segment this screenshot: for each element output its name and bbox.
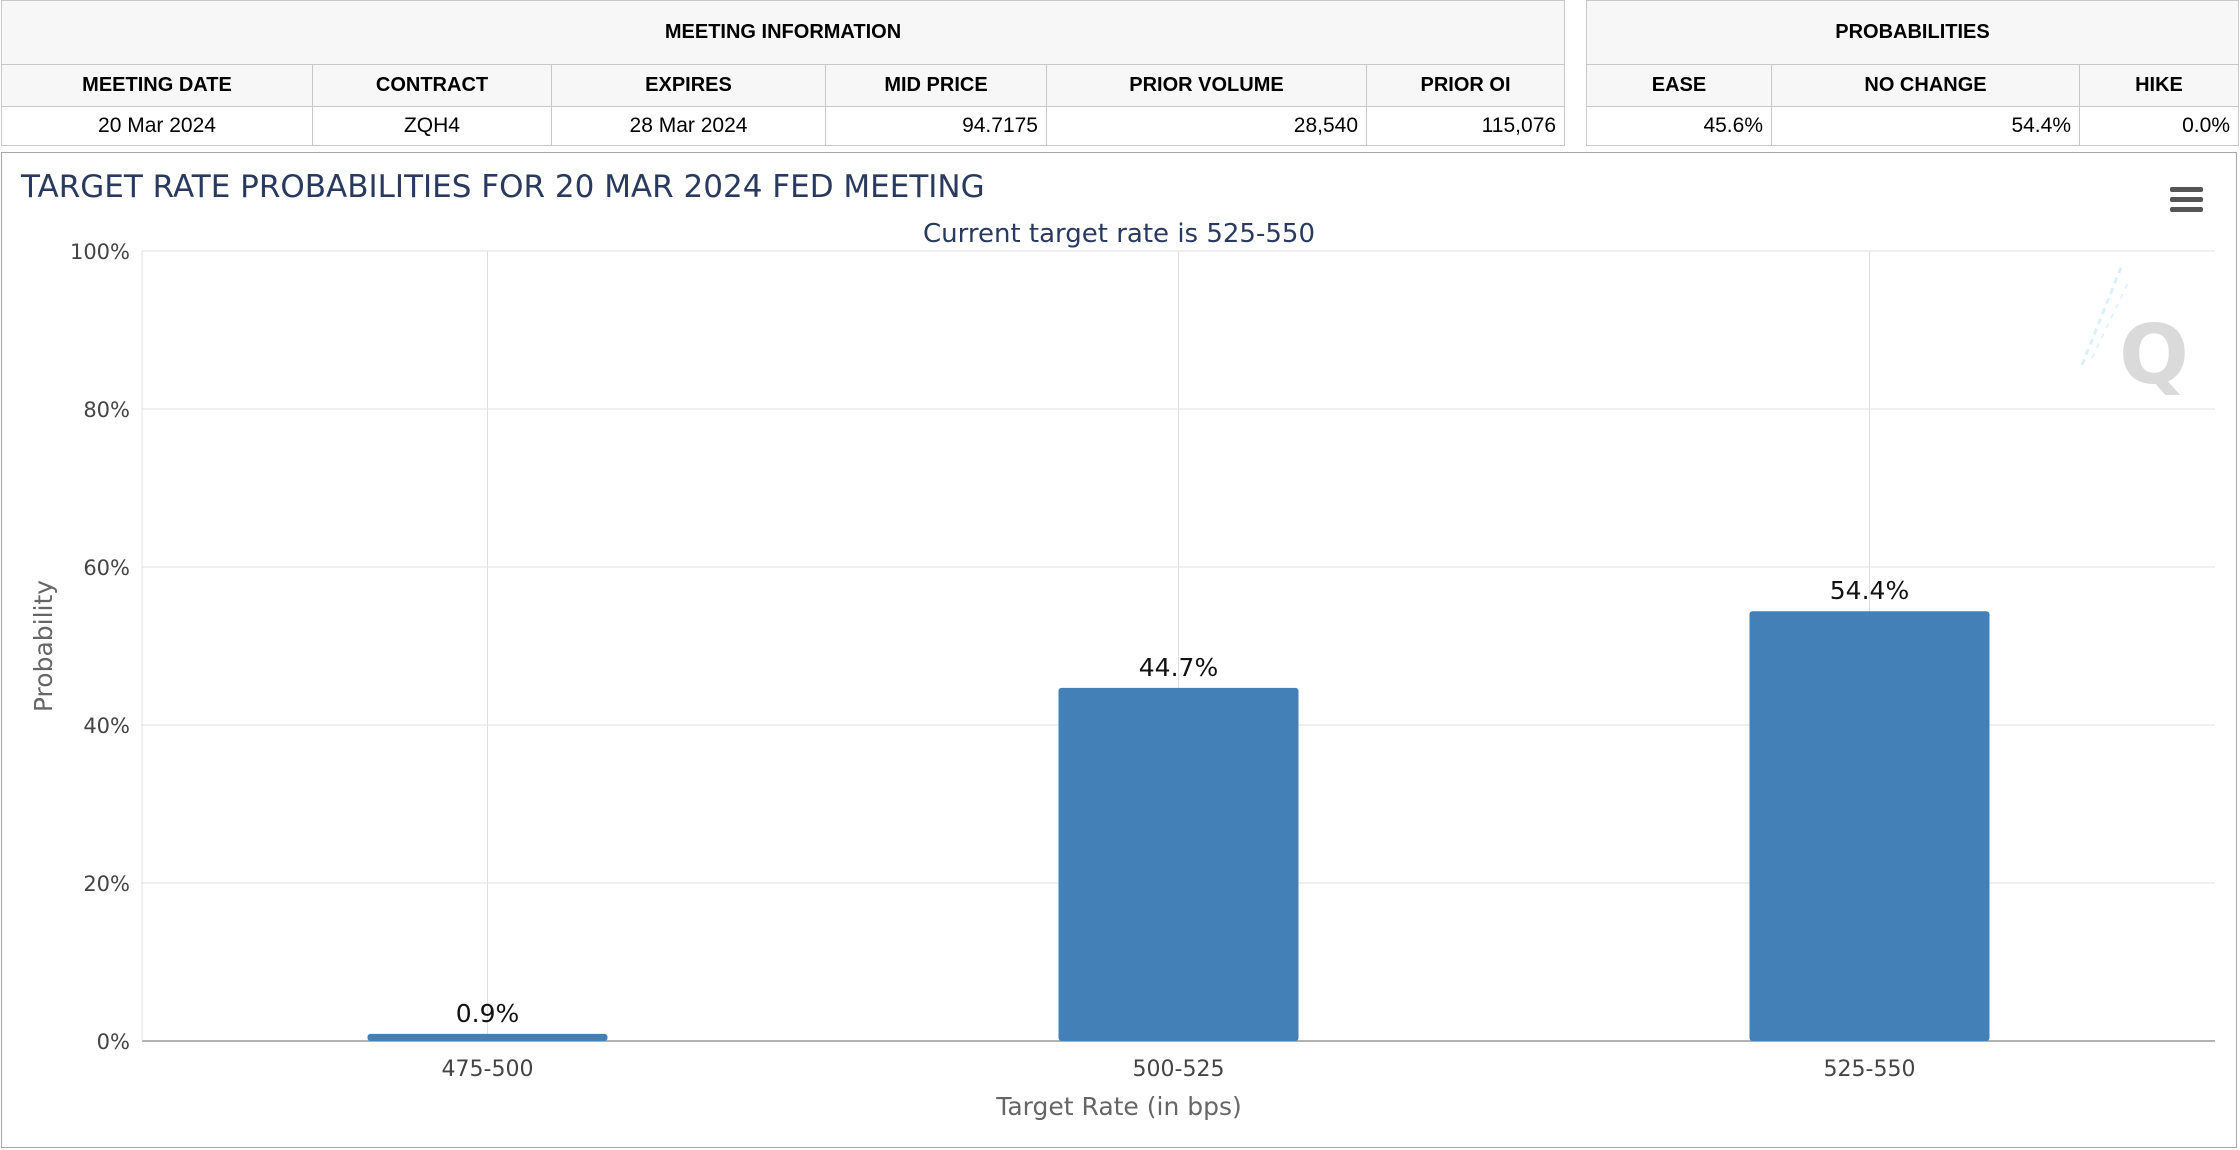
y-tick-label: 40%	[83, 714, 130, 738]
y-axis-label: Probability	[29, 580, 58, 712]
y-tick-label: 20%	[83, 872, 130, 896]
y-tick-label: 60%	[83, 556, 130, 580]
header-contract: CONTRACT	[312, 64, 552, 107]
probabilities-table: PROBABILITIES EASE NO CHANGE HIKE 45.6% …	[1586, 0, 2239, 146]
bar-chart: TARGET RATE PROBABILITIES FOR 20 MAR 202…	[20, 169, 2215, 1121]
chart-subtitle: Current target rate is 525-550	[923, 219, 1315, 249]
meeting-info-table: MEETING INFORMATION MEETING DATE CONTRAC…	[0, 0, 1566, 146]
data-label: 44.7%	[1139, 653, 1218, 682]
header-ease: EASE	[1586, 64, 1772, 107]
chart-title: TARGET RATE PROBABILITIES FOR 20 MAR 202…	[20, 169, 985, 205]
data-labels: 0.9% 44.7% 54.4%	[456, 576, 1909, 1028]
cell-meeting-date: 20 Mar 2024	[1, 106, 313, 146]
data-label: 54.4%	[1830, 576, 1909, 605]
probabilities-row: 45.6% 54.4% 0.0%	[1586, 106, 2239, 146]
cell-contract: ZQH4	[312, 106, 552, 146]
chart-panel: TARGET RATE PROBABILITIES FOR 20 MAR 202…	[1, 152, 2237, 1148]
bar-475-500[interactable]	[367, 1033, 608, 1041]
meeting-info-row: 20 Mar 2024 ZQH4 28 Mar 2024 94.7175 28,…	[1, 106, 1566, 146]
svg-text:Q: Q	[2119, 308, 2189, 403]
header-expires: EXPIRES	[551, 64, 826, 107]
bar-500-525[interactable]	[1058, 687, 1299, 1041]
x-axis-ticks: 475-500 500-525 525-550	[442, 1057, 1916, 1082]
header-no-change: NO CHANGE	[1771, 64, 2080, 107]
data-label: 0.9%	[456, 999, 520, 1028]
cell-no-change: 54.4%	[1771, 106, 2080, 146]
bars	[367, 611, 1990, 1041]
header-meeting-date: MEETING DATE	[1, 64, 313, 107]
y-tick-label: 0%	[97, 1030, 130, 1054]
meeting-info-title: MEETING INFORMATION	[0, 0, 1566, 65]
cell-hike: 0.0%	[2079, 106, 2239, 146]
header-mid-price: MID PRICE	[825, 64, 1047, 107]
y-axis-ticks: 0% 20% 40% 60% 80% 100%	[70, 240, 130, 1054]
cell-mid-price: 94.7175	[825, 106, 1047, 146]
hamburger-menu-icon[interactable]	[2162, 183, 2210, 223]
bar-525-550[interactable]	[1749, 611, 1990, 1041]
cell-prior-volume: 28,540	[1046, 106, 1367, 146]
y-tick-label: 80%	[83, 398, 130, 422]
header-hike: HIKE	[2079, 64, 2239, 107]
cell-ease: 45.6%	[1586, 106, 1772, 146]
y-tick-label: 100%	[70, 240, 130, 264]
x-axis-label: Target Rate (in bps)	[995, 1092, 1242, 1121]
x-tick-label: 475-500	[442, 1057, 534, 1082]
x-tick-label: 525-550	[1824, 1057, 1916, 1082]
probabilities-title: PROBABILITIES	[1586, 0, 2239, 65]
header-prior-oi: PRIOR OI	[1365, 64, 1566, 107]
q-logo-watermark: Q	[2080, 264, 2189, 403]
cell-expires: 28 Mar 2024	[551, 106, 826, 146]
x-tick-label: 500-525	[1133, 1057, 1225, 1082]
header-prior-volume: PRIOR VOLUME	[1046, 64, 1367, 107]
cell-prior-oi: 115,076	[1365, 106, 1566, 146]
